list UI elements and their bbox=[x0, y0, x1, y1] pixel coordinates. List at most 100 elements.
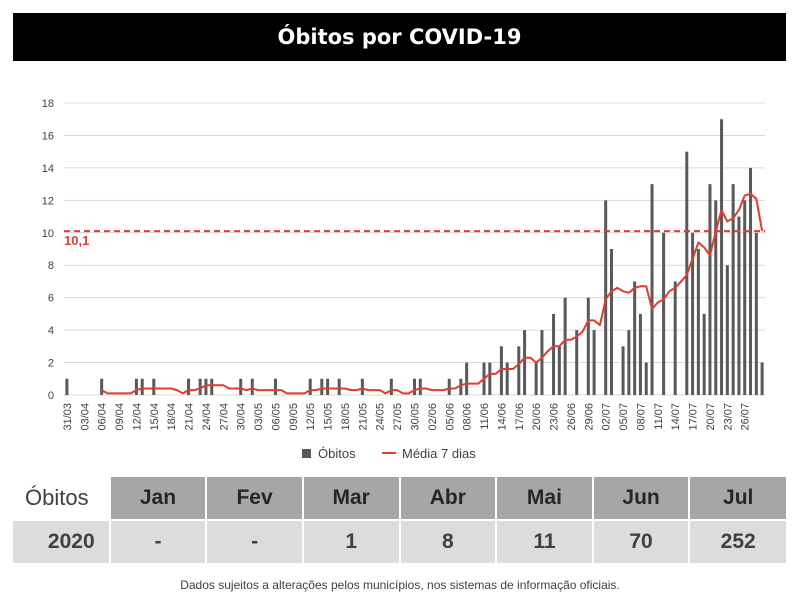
x-tick-label: 14/06 bbox=[496, 403, 508, 431]
x-tick-label: 18/04 bbox=[166, 403, 178, 431]
x-tick-label: 26/07 bbox=[740, 403, 752, 431]
deaths-chart: 0 2 4 6 8 10 12 14 16 18 10,1 31/03 03/04 06/04 09/0… bbox=[42, 98, 765, 461]
x-tick-label: 23/06 bbox=[549, 403, 561, 431]
x-tick-label: 02/07 bbox=[601, 403, 613, 431]
x-tick-label: 03/05 bbox=[253, 403, 265, 431]
x-tick-label: 06/04 bbox=[97, 403, 109, 431]
table-header-row: Óbitos Jan Fev Mar Abr Mai Jun Jul bbox=[13, 477, 786, 519]
bar bbox=[337, 378, 341, 395]
gridlines bbox=[64, 102, 765, 396]
y-tick-label: 6 bbox=[48, 293, 54, 305]
bar bbox=[534, 362, 538, 395]
table-header-label: Óbitos bbox=[13, 477, 111, 519]
x-tick-label: 09/05 bbox=[288, 403, 300, 431]
bar bbox=[691, 232, 695, 395]
bar bbox=[743, 200, 747, 395]
bar bbox=[552, 313, 556, 395]
bar bbox=[714, 200, 718, 395]
x-tick-label: 31/03 bbox=[62, 403, 74, 431]
bar bbox=[523, 330, 527, 395]
bar bbox=[609, 249, 613, 395]
reference-line: 10,1 bbox=[64, 230, 765, 248]
y-axis-ticks: 0 2 4 6 8 10 12 14 16 18 bbox=[42, 98, 54, 402]
month-header: Jan bbox=[109, 477, 208, 519]
bar bbox=[760, 362, 764, 395]
bar bbox=[702, 313, 706, 395]
bar bbox=[627, 330, 631, 395]
bar bbox=[563, 297, 567, 395]
bars-obitos bbox=[65, 119, 764, 395]
bar bbox=[638, 313, 642, 395]
x-tick-label: 20/07 bbox=[705, 403, 717, 431]
x-tick-label: 05/07 bbox=[618, 403, 630, 431]
y-tick-label: 0 bbox=[48, 390, 54, 402]
x-tick-label: 03/04 bbox=[79, 403, 91, 431]
reference-line-label: 10,1 bbox=[64, 233, 89, 248]
line-media-7-dias bbox=[101, 192, 764, 395]
x-tick-label: 27/05 bbox=[392, 403, 404, 431]
bar bbox=[737, 216, 741, 395]
x-tick-label: 21/04 bbox=[184, 403, 196, 431]
month-value: 8 bbox=[399, 521, 498, 563]
x-tick-label: 11/07 bbox=[653, 403, 665, 430]
bar bbox=[389, 378, 393, 395]
x-tick-label: 27/04 bbox=[218, 403, 230, 431]
bar bbox=[459, 378, 463, 395]
bar bbox=[488, 362, 492, 395]
bar bbox=[633, 281, 637, 395]
month-value: 252 bbox=[689, 521, 786, 563]
month-value: 1 bbox=[302, 521, 401, 563]
month-header: Jul bbox=[689, 477, 786, 519]
x-tick-label: 12/05 bbox=[305, 403, 317, 431]
x-tick-label: 21/05 bbox=[357, 403, 369, 431]
x-tick-label: 14/07 bbox=[670, 403, 682, 431]
x-tick-label: 23/07 bbox=[722, 403, 734, 431]
bar bbox=[134, 378, 138, 395]
y-tick-label: 16 bbox=[42, 130, 54, 142]
y-tick-label: 2 bbox=[48, 358, 54, 370]
bar bbox=[499, 346, 503, 395]
bar bbox=[720, 119, 724, 395]
footnote: Dados sujeitos a alterações pelos municí… bbox=[180, 578, 620, 592]
y-tick-label: 4 bbox=[48, 325, 54, 337]
table-row-2020: 2020- -1 8 11 70 252 bbox=[13, 521, 786, 563]
bar bbox=[204, 378, 208, 395]
bar bbox=[708, 184, 712, 395]
x-tick-label: 09/04 bbox=[114, 403, 126, 431]
x-tick-label: 17/07 bbox=[688, 403, 700, 431]
x-tick-label: 26/06 bbox=[566, 403, 578, 431]
x-tick-label: 02/06 bbox=[427, 403, 439, 431]
month-header: Fev bbox=[206, 477, 304, 519]
bar bbox=[725, 265, 729, 395]
bar bbox=[517, 346, 521, 395]
x-tick-label: 05/06 bbox=[444, 403, 456, 431]
row-year-label: 2020 bbox=[13, 521, 111, 563]
month-value: 70 bbox=[592, 521, 691, 563]
x-tick-label: 08/06 bbox=[462, 403, 474, 431]
series-line bbox=[101, 192, 764, 395]
bar bbox=[418, 378, 422, 395]
x-tick-label: 24/04 bbox=[201, 403, 213, 431]
month-header: Mai bbox=[496, 477, 594, 519]
month-value: 11 bbox=[496, 521, 594, 563]
bar bbox=[575, 330, 579, 395]
bar bbox=[644, 362, 648, 395]
bar bbox=[731, 184, 735, 395]
bar bbox=[696, 249, 700, 395]
legend-marker-obitos bbox=[302, 449, 311, 458]
x-tick-label: 30/05 bbox=[410, 403, 422, 431]
y-tick-label: 18 bbox=[42, 98, 54, 110]
x-tick-label: 15/05 bbox=[323, 403, 335, 431]
month-value: - bbox=[109, 521, 208, 563]
bar bbox=[198, 378, 202, 395]
bar bbox=[140, 378, 144, 395]
x-tick-label: 20/06 bbox=[531, 403, 543, 431]
month-value: - bbox=[206, 521, 304, 563]
bar bbox=[586, 297, 590, 395]
y-tick-label: 12 bbox=[42, 195, 54, 207]
month-header: Jun bbox=[592, 477, 691, 519]
bar bbox=[210, 378, 214, 395]
bar bbox=[673, 281, 677, 395]
y-tick-label: 14 bbox=[42, 163, 54, 175]
x-tick-label: 24/05 bbox=[375, 403, 387, 431]
